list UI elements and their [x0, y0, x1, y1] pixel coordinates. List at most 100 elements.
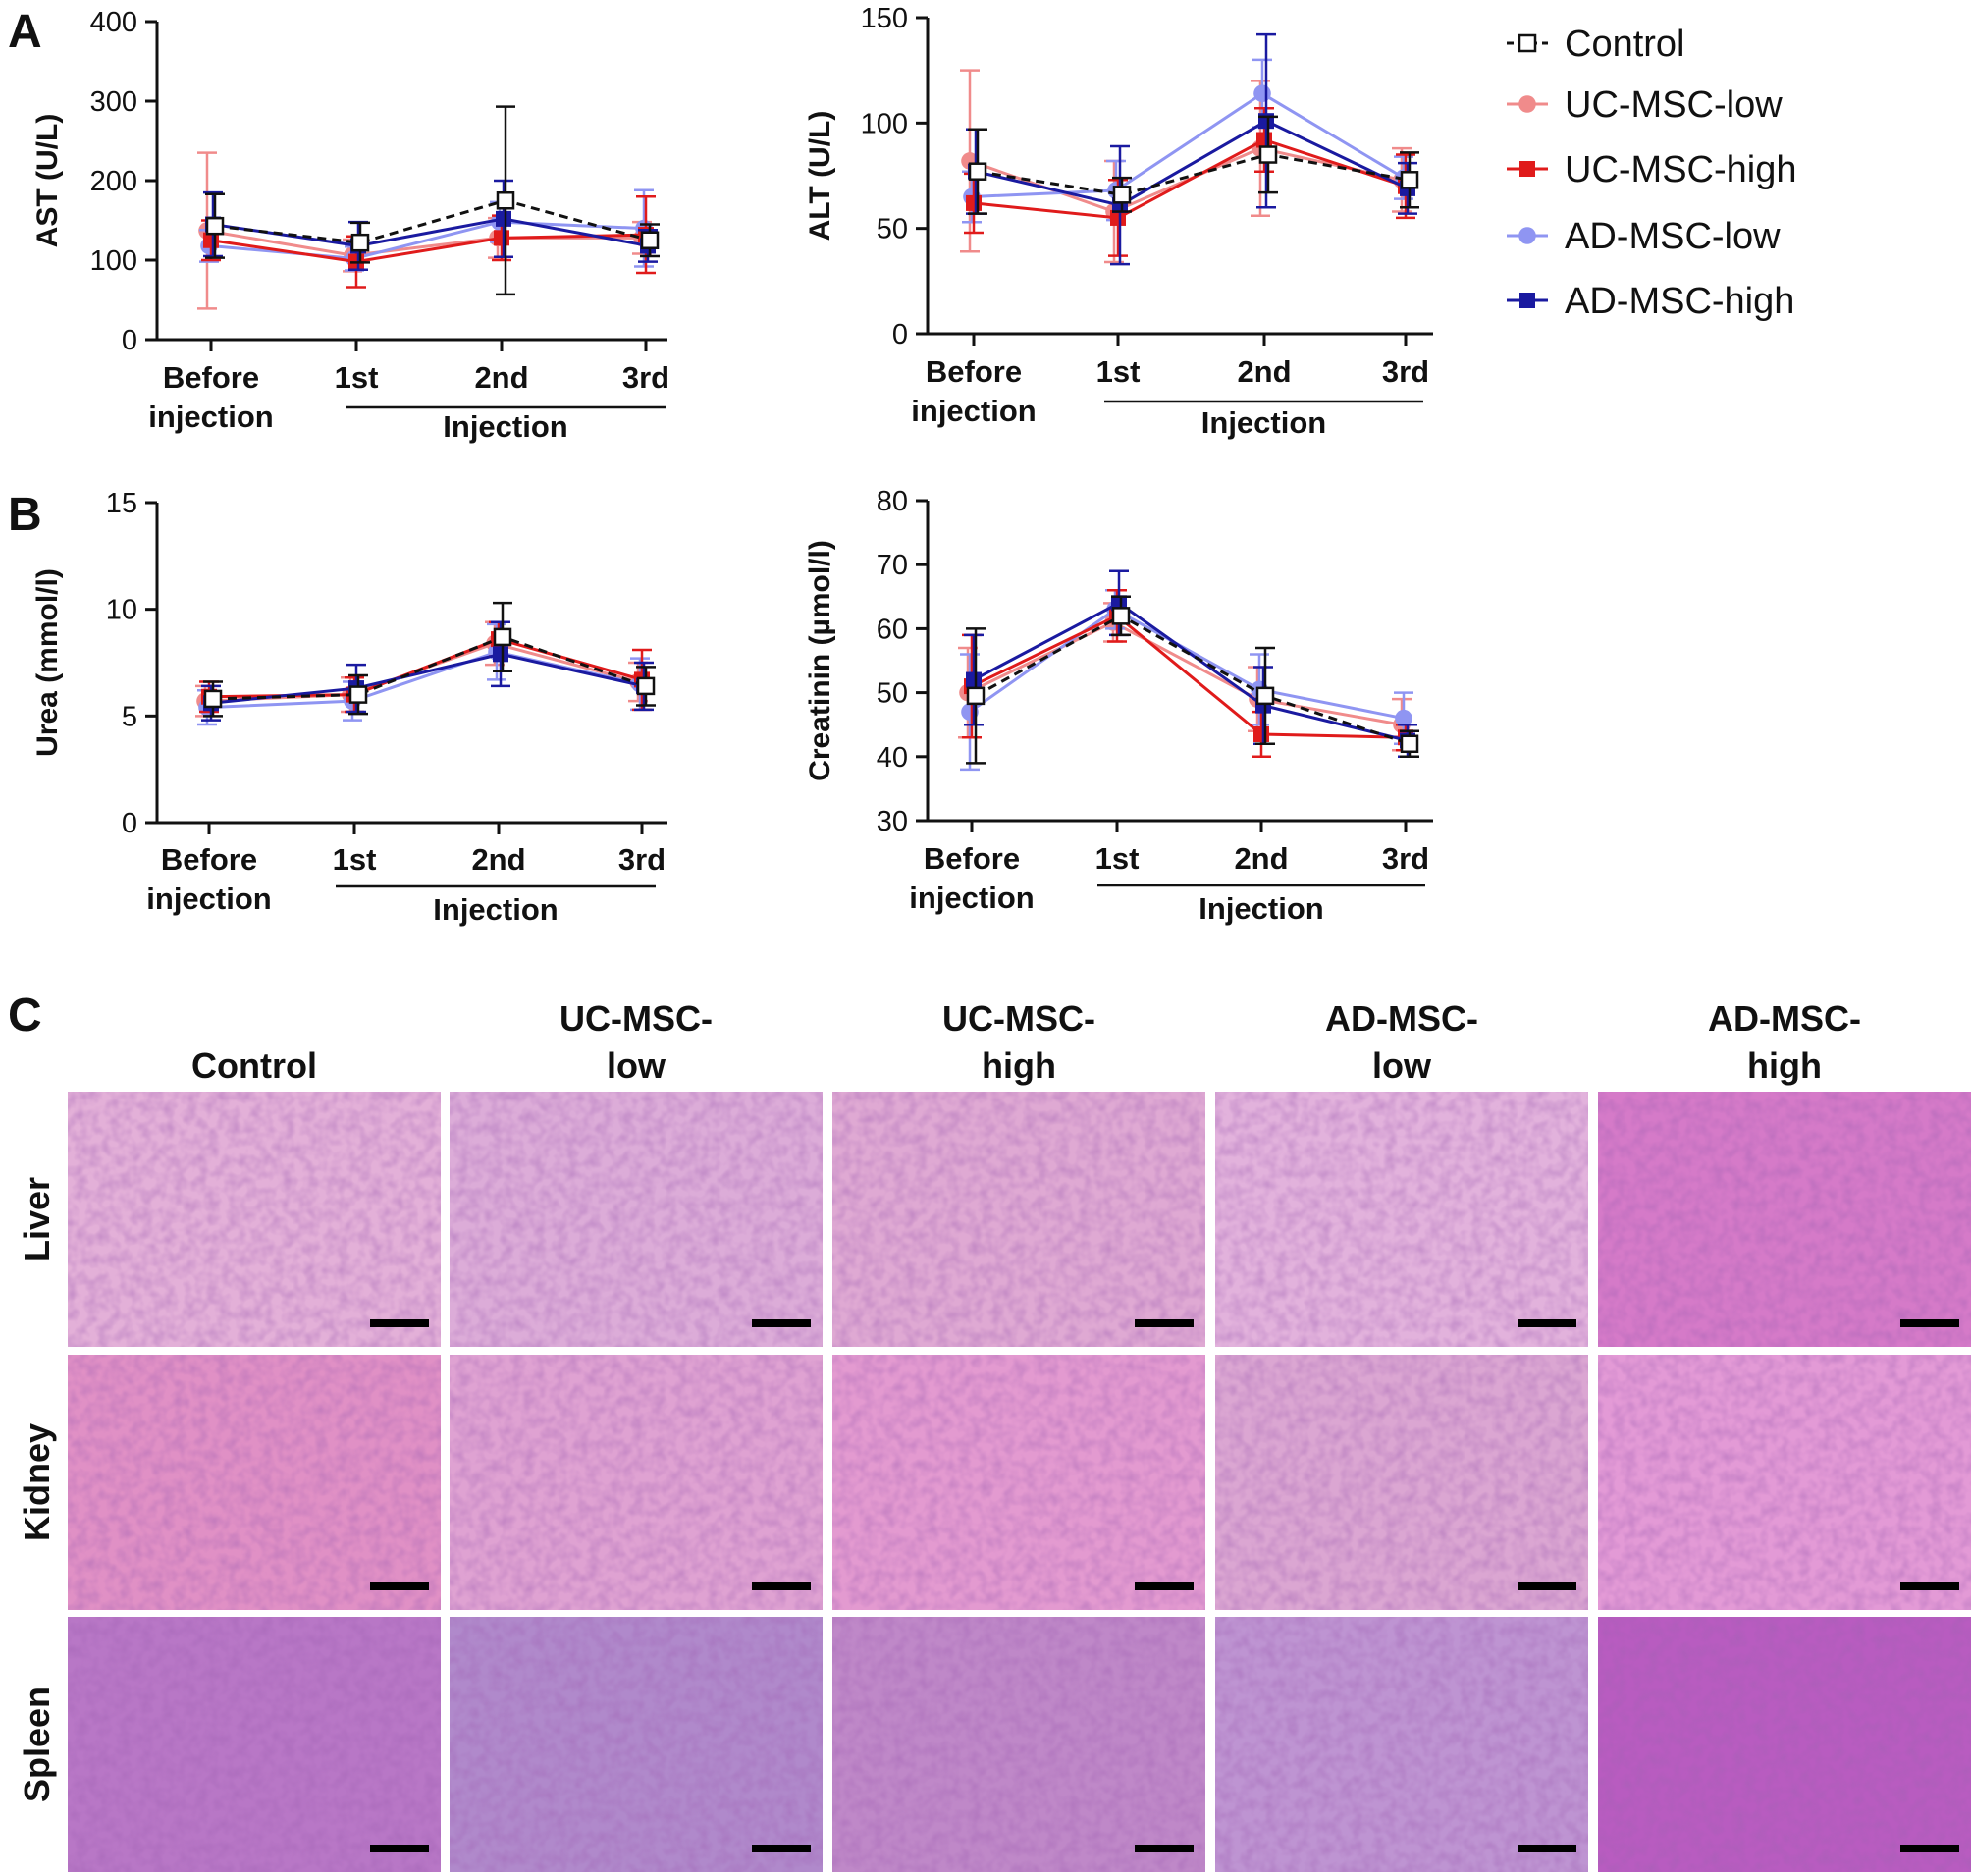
x-tick-label: Before	[924, 841, 1020, 876]
data-point	[496, 210, 511, 227]
x-tick-label: Before	[161, 842, 257, 877]
data-point	[966, 686, 986, 706]
micrograph-kidney-1	[450, 1355, 823, 1610]
y-tick-label: 400	[90, 7, 137, 38]
legend-marker	[1519, 293, 1535, 308]
micrograph-spleen-3	[1215, 1617, 1588, 1872]
chart-ast: 0 100 200 300 400 Before injection 1st 2nd 3rd Inj…	[31, 7, 669, 444]
x-group-label: Injection	[443, 409, 567, 444]
x-tick-label: injection	[911, 394, 1036, 428]
row-label: Liver	[17, 1177, 57, 1261]
column-header: AD-MSC-	[1325, 998, 1478, 1039]
legend-label: Control	[1565, 24, 1685, 65]
x-tick-label: 2nd	[1237, 354, 1291, 389]
column-header: Control	[191, 1045, 317, 1086]
series-control	[203, 601, 656, 718]
series-line	[973, 601, 1409, 742]
x-tick-label: 3rd	[622, 360, 669, 395]
scale-bar	[1518, 1319, 1576, 1327]
column-header: UC-MSC-	[559, 998, 713, 1039]
data-point	[205, 216, 225, 236]
data-point	[1253, 84, 1271, 103]
data-point	[1253, 725, 1269, 742]
series-line	[969, 146, 1403, 214]
legend-marker	[1518, 95, 1536, 113]
data-point	[1255, 686, 1275, 706]
scale-bar	[752, 1582, 811, 1590]
tissue-texture	[450, 1092, 823, 1347]
data-point	[1256, 132, 1272, 148]
scale-bar	[1135, 1319, 1194, 1327]
scale-bar	[1900, 1319, 1959, 1327]
data-point	[966, 194, 982, 211]
series-ad-msc-low	[199, 188, 654, 272]
tissue-texture	[1598, 1355, 1971, 1610]
column-header: AD-MSC-	[1708, 998, 1861, 1039]
data-point	[494, 230, 509, 246]
scale-bar	[1900, 1845, 1959, 1852]
legend-label: AD-MSC-high	[1565, 281, 1794, 322]
panel-label-a: A	[8, 6, 42, 58]
data-point	[1258, 145, 1278, 164]
y-tick-label: 0	[122, 325, 137, 356]
series-uc-msc-low	[958, 602, 1412, 752]
data-point	[493, 646, 508, 663]
series-line	[975, 119, 1409, 207]
y-axis-label: ALT (U/L)	[804, 111, 836, 241]
series-line	[967, 620, 1403, 726]
legend-entry-control: Control	[1507, 24, 1685, 65]
series-ad-msc-low	[960, 589, 1413, 772]
legend-marker	[1519, 161, 1535, 177]
x-tick-label: 2nd	[1234, 841, 1288, 876]
micrograph-liver-2	[832, 1092, 1205, 1347]
series-line	[208, 220, 645, 260]
series-uc-msc-high	[962, 589, 1415, 759]
data-point	[966, 671, 982, 688]
legend-label: UC-MSC-high	[1565, 149, 1796, 190]
scale-bar	[1135, 1845, 1194, 1852]
y-tick-label: 5	[122, 701, 137, 732]
scale-bar	[1135, 1582, 1194, 1590]
micrograph-liver-4	[1598, 1092, 1971, 1347]
x-tick-label: 3rd	[1382, 841, 1429, 876]
legend-label: AD-MSC-low	[1565, 216, 1781, 257]
series-line	[971, 614, 1407, 739]
y-tick-label: 0	[892, 319, 908, 350]
data-point	[493, 627, 512, 647]
y-tick-label: 60	[877, 614, 908, 645]
micrograph-kidney-4	[1598, 1355, 1971, 1610]
series-ad-msc-low	[197, 622, 650, 726]
scale-bar	[1518, 1582, 1576, 1590]
data-point	[1112, 186, 1132, 204]
series-line	[212, 635, 647, 701]
y-tick-label: 50	[877, 678, 908, 710]
y-tick-label: 150	[861, 3, 908, 34]
x-tick-label: injection	[909, 881, 1034, 915]
x-tick-label: injection	[148, 400, 273, 434]
data-point	[1395, 709, 1412, 727]
data-point	[203, 689, 223, 709]
legend-entry-uc-msc-high: UC-MSC-high	[1507, 149, 1796, 190]
series-ad-msc-high	[966, 32, 1417, 266]
column-header: low	[607, 1045, 666, 1086]
legend-label: UC-MSC-low	[1565, 84, 1783, 126]
micrograph-liver-1	[450, 1092, 823, 1347]
y-tick-label: 200	[90, 166, 137, 197]
y-tick-label: 50	[877, 214, 908, 245]
scale-bar	[370, 1582, 429, 1590]
tissue-texture	[832, 1092, 1205, 1347]
scale-bar	[1900, 1582, 1959, 1590]
data-point	[968, 162, 987, 181]
tissue-texture	[68, 1617, 441, 1872]
y-axis-label: AST (U/L)	[31, 114, 64, 248]
data-point	[350, 233, 370, 252]
y-tick-label: 30	[877, 806, 908, 837]
series-line	[206, 229, 642, 257]
micrograph-liver-3	[1215, 1092, 1588, 1347]
tissue-texture	[450, 1617, 823, 1872]
x-group-label: Injection	[433, 892, 558, 927]
micrograph-spleen-2	[832, 1617, 1205, 1872]
y-tick-label: 100	[861, 108, 908, 139]
series-control	[205, 105, 660, 296]
legend-marker	[1518, 33, 1537, 53]
